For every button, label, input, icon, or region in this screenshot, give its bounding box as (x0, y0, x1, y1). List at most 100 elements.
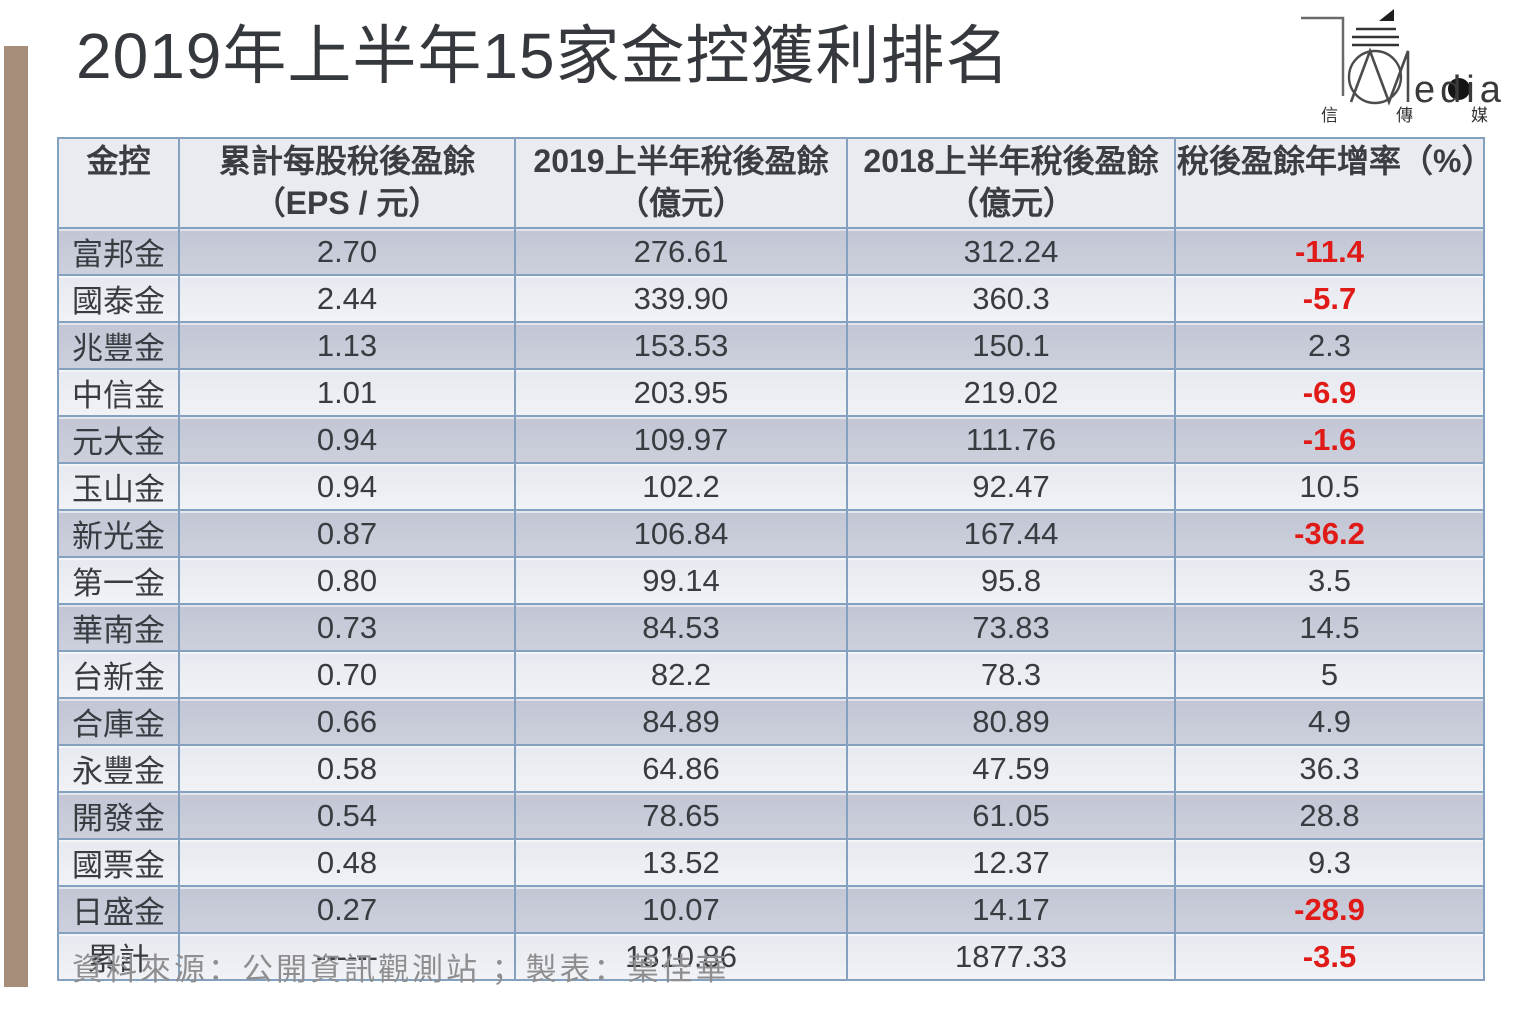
column-header: 2019上半年稅後盈餘 （億元） (514, 137, 848, 229)
eps-value: 0.58 (178, 744, 516, 793)
holding-name: 中信金 (57, 368, 180, 417)
eps-value: 0.87 (178, 509, 516, 558)
profit-2018-value: 92.47 (846, 462, 1176, 511)
profit-2018-value: 73.83 (846, 603, 1176, 652)
cmedia-logo-cjk-3: 媒 (1471, 106, 1488, 125)
eps-value: 0.80 (178, 556, 516, 605)
yoy-value: 10.5 (1174, 462, 1485, 511)
page-title: 2019年上半年15家金控獲利排名 (76, 20, 1011, 92)
holding-name: 第一金 (57, 556, 180, 605)
eps-value: 0.70 (178, 650, 516, 699)
profit-2018-value: 312.24 (846, 227, 1176, 276)
profit-2019-value: 64.86 (514, 744, 848, 793)
eps-value: 1.01 (178, 368, 516, 417)
profit-2019-value: 84.89 (514, 697, 848, 746)
yoy-value: 5 (1174, 650, 1485, 699)
holding-name: 玉山金 (57, 462, 180, 511)
table-row: 玉山金 0.94 102.2 92.47 10.5 (57, 462, 1485, 511)
table-row: 富邦金 2.70 276.61 312.24 -11.4 (57, 227, 1485, 276)
holding-name: 富邦金 (57, 227, 180, 276)
holding-name: 日盛金 (57, 885, 180, 934)
yoy-value: -11.4 (1174, 227, 1485, 276)
profit-2018-value: 111.76 (846, 415, 1176, 464)
table-body: 富邦金 2.70 276.61 312.24 -11.4 國泰金 2.44 339.90 360… (57, 227, 1485, 981)
table-row: 第一金 0.80 99.14 95.8 3.5 (57, 556, 1485, 605)
holding-name: 永豐金 (57, 744, 180, 793)
yoy-value: 14.5 (1174, 603, 1485, 652)
yoy-value: -6.9 (1174, 368, 1485, 417)
holding-name: 華南金 (57, 603, 180, 652)
ranking-table: 金控 累計每股稅後盈餘 （EPS / 元） 2019上半年稅後盈餘 （億元） 2018上半… (57, 137, 1485, 981)
profit-2019-value: 84.53 (514, 603, 848, 652)
column-header-line2: （EPS / 元） (253, 184, 441, 221)
profit-2018-value: 1877.33 (846, 932, 1176, 981)
profit-2018-value: 167.44 (846, 509, 1176, 558)
profit-2019-value: 99.14 (514, 556, 848, 605)
column-header: 金控 (57, 137, 180, 229)
profit-2019-value: 10.07 (514, 885, 848, 934)
profit-2018-value: 95.8 (846, 556, 1176, 605)
yoy-value: 9.3 (1174, 838, 1485, 887)
table-row: 開發金 0.54 78.65 61.05 28.8 (57, 791, 1485, 840)
yoy-value: -28.9 (1174, 885, 1485, 934)
profit-2019-value: 153.53 (514, 321, 848, 370)
holding-name: 新光金 (57, 509, 180, 558)
table-row: 元大金 0.94 109.97 111.76 -1.6 (57, 415, 1485, 464)
eps-value: 2.70 (178, 227, 516, 276)
eps-value: 0.73 (178, 603, 516, 652)
profit-2018-value: 47.59 (846, 744, 1176, 793)
yoy-value: 2.3 (1174, 321, 1485, 370)
profit-2018-value: 14.17 (846, 885, 1176, 934)
holding-name: 國泰金 (57, 274, 180, 323)
profit-2019-value: 276.61 (514, 227, 848, 276)
eps-value: 2.44 (178, 274, 516, 323)
eps-value: 0.94 (178, 415, 516, 464)
table-header-row: 金控 累計每股稅後盈餘 （EPS / 元） 2019上半年稅後盈餘 （億元） 2018上半… (57, 137, 1485, 229)
holding-name: 開發金 (57, 791, 180, 840)
yoy-value: -36.2 (1174, 509, 1485, 558)
left-accent-bar (4, 46, 28, 987)
profit-2018-value: 150.1 (846, 321, 1176, 370)
table-row: 新光金 0.87 106.84 167.44 -36.2 (57, 509, 1485, 558)
column-header: 2018上半年稅後盈餘 （億元） (846, 137, 1176, 229)
ranking-table-wrap: 金控 累計每股稅後盈餘 （EPS / 元） 2019上半年稅後盈餘 （億元） 2018上半… (57, 137, 1485, 981)
column-header-line1: 2019上半年稅後盈餘 (533, 143, 829, 179)
source-note: 資料來源：公開資訊觀測站 ；製表：葉佳華 (72, 952, 730, 987)
eps-value: ------ (178, 932, 516, 981)
holding-name: 兆豐金 (57, 321, 180, 370)
yoy-value: 3.5 (1174, 556, 1485, 605)
eps-value: 0.66 (178, 697, 516, 746)
table-row: 中信金 1.01 203.95 219.02 -6.9 (57, 368, 1485, 417)
profit-2019-value: 102.2 (514, 462, 848, 511)
profit-2019-value: 106.84 (514, 509, 848, 558)
cmedia-logo-cjk-2: 傳 (1396, 106, 1413, 125)
profit-2018-value: 219.02 (846, 368, 1176, 417)
yoy-value: -1.6 (1174, 415, 1485, 464)
cmedia-logo: edia 信 傳 媒 (1301, 9, 1506, 125)
eps-value: 0.54 (178, 791, 516, 840)
holding-name: 合庫金 (57, 697, 180, 746)
cmedia-logo-mark (1301, 9, 1470, 106)
column-header-line1: 累計每股稅後盈餘 (218, 143, 475, 179)
table-row: 累計 ------ 1810.86 1877.33 -3.5 (57, 932, 1485, 981)
cmedia-logo-text: edia (1414, 69, 1506, 111)
profit-2018-value: 61.05 (846, 791, 1176, 840)
profit-2019-value: 1810.86 (514, 932, 848, 981)
column-header-line2: （億元） (616, 184, 745, 221)
table-row: 國泰金 2.44 339.90 360.3 -5.7 (57, 274, 1485, 323)
table-row: 華南金 0.73 84.53 73.83 14.5 (57, 603, 1485, 652)
column-header-line1: 稅後盈餘年增率（%） (1177, 143, 1484, 179)
cmedia-logo-cjk-1: 信 (1321, 106, 1338, 125)
table-row: 合庫金 0.66 84.89 80.89 4.9 (57, 697, 1485, 746)
yoy-value: -3.5 (1174, 932, 1485, 981)
eps-value: 0.94 (178, 462, 516, 511)
column-header: 稅後盈餘年增率（%） (1174, 137, 1485, 229)
profit-2018-value: 78.3 (846, 650, 1176, 699)
profit-2018-value: 12.37 (846, 838, 1176, 887)
profit-2019-value: 13.52 (514, 838, 848, 887)
yoy-value: 4.9 (1174, 697, 1485, 746)
eps-value: 0.27 (178, 885, 516, 934)
profit-2018-value: 80.89 (846, 697, 1176, 746)
column-header: 累計每股稅後盈餘 （EPS / 元） (178, 137, 516, 229)
